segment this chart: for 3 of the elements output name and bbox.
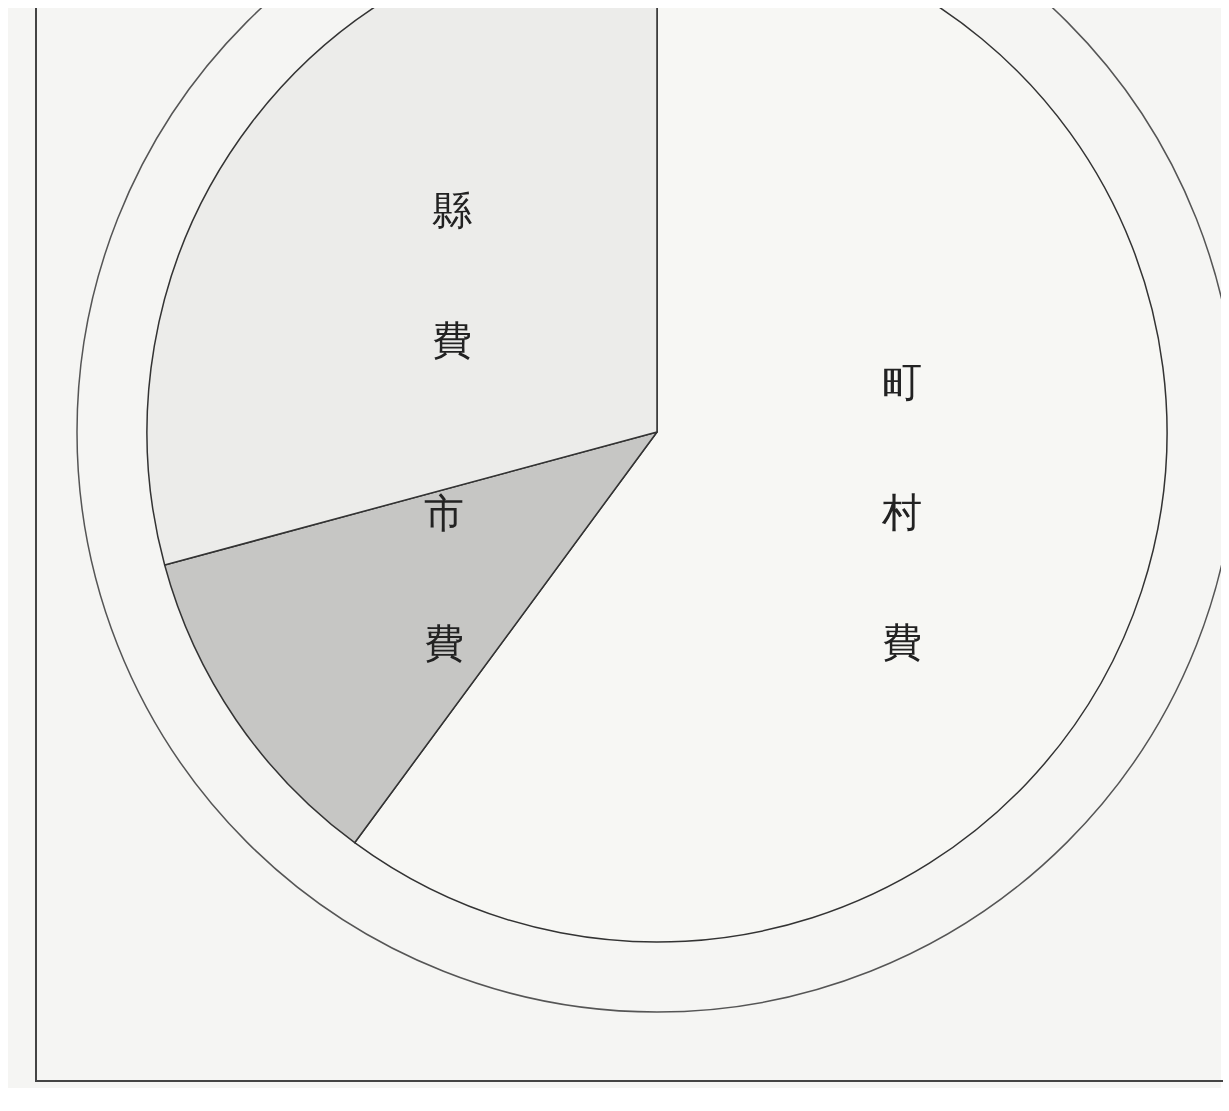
category-label: 町村費 (882, 359, 923, 666)
category-label: 縣費 (432, 187, 473, 364)
category-label: 市費 (424, 489, 465, 666)
